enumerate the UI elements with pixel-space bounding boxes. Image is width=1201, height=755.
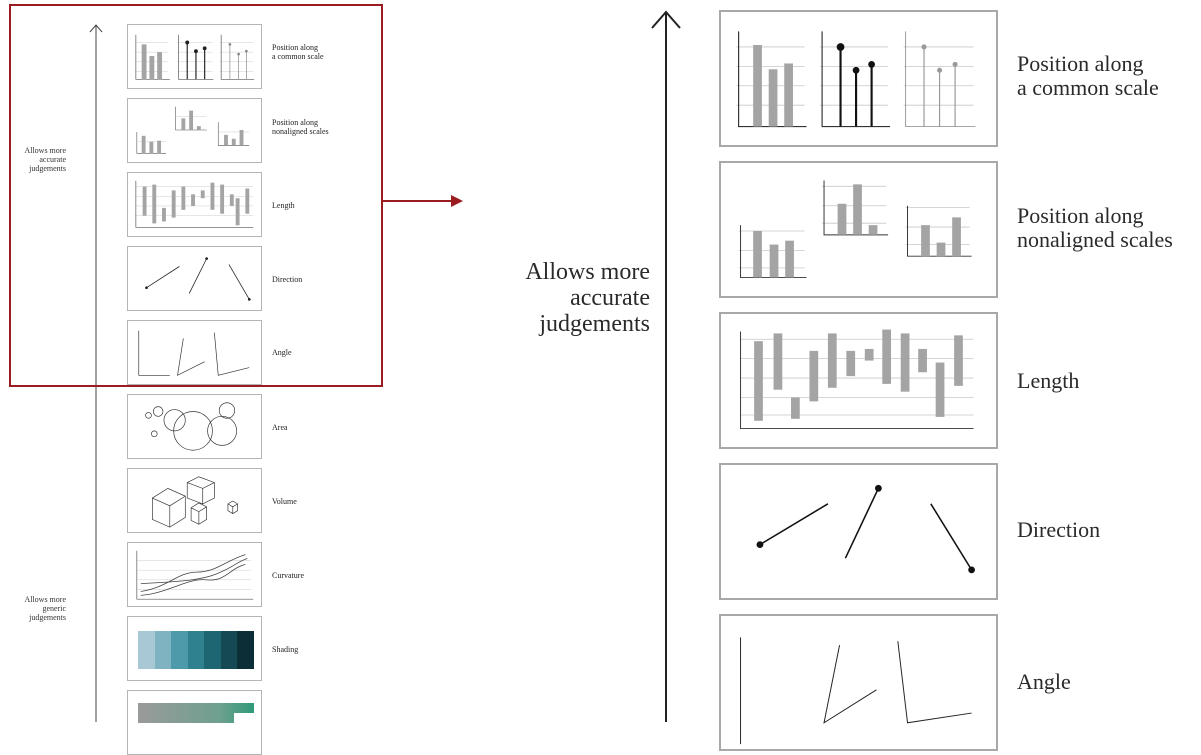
angle-icon: [740, 637, 972, 745]
length-icon: [740, 329, 974, 430]
area-icon: [145, 402, 238, 451]
overview-label-shading: Shading: [272, 645, 299, 654]
angle-icon: [138, 330, 250, 376]
saturation-icon: [138, 703, 254, 723]
overview-card-position-nonaligned: [127, 98, 262, 163]
overview-card-angle: [127, 320, 262, 385]
detail-card-position-nonaligned: [719, 161, 998, 298]
overview-card-direction: [127, 246, 262, 311]
position-nonaligned-scales-icon: [738, 180, 972, 279]
detail-card-angle: [719, 614, 998, 751]
position-common-scale-icon: [134, 34, 255, 80]
direction-icon: [756, 484, 975, 574]
length-icon: [134, 180, 254, 228]
detail-label-length: Length: [1017, 368, 1080, 393]
direction-icon: [145, 257, 251, 301]
detail-label-position-common: Position along a common scale: [1017, 51, 1159, 100]
position-nonaligned-scales-icon: [136, 106, 250, 154]
overview-accurate-label: Allows more accurate judgements: [24, 146, 66, 173]
overview-card-shading: [127, 616, 262, 681]
overview-card-curvature: [127, 542, 262, 607]
overview-card-saturation: [127, 690, 262, 755]
overview-label-area: Area: [272, 423, 288, 432]
overview-label-curvature: Curvature: [272, 571, 304, 580]
overview-label-position-nonaligned: Position along nonaligned scales: [272, 118, 329, 136]
overview-card-length: [127, 172, 262, 237]
detail-accurate-label: Allows more accurate judgements: [525, 259, 650, 337]
overview-label-angle: Angle: [272, 348, 292, 357]
overview-label-position-common: Position along a common scale: [272, 43, 324, 61]
overview-axis-arrow: [89, 24, 103, 722]
overview-generic-label: Allows more generic judgements: [24, 595, 66, 622]
overview-label-volume: Volume: [272, 497, 297, 506]
overview-label-length: Length: [272, 201, 295, 210]
detail-label-direction: Direction: [1017, 517, 1101, 542]
detail-card-direction: [719, 463, 998, 600]
shading-icon: [138, 631, 255, 669]
highlight-box: [9, 4, 383, 387]
detail-label-angle: Angle: [1017, 669, 1071, 694]
zoom-arrow: [381, 195, 463, 207]
overview-card-volume: [127, 468, 262, 533]
detail-card-position-common: [719, 10, 998, 147]
volume-icon: [151, 476, 238, 528]
overview-label-direction: Direction: [272, 275, 303, 284]
position-common-scale-icon: [736, 31, 976, 128]
detail-label-position-nonaligned: Position along nonaligned scales: [1017, 203, 1173, 252]
detail-axis-arrow: [651, 10, 681, 722]
curvature-icon: [136, 550, 254, 600]
overview-card-area: [127, 394, 262, 459]
overview-card-position-common: [127, 24, 262, 89]
detail-card-length: [719, 312, 998, 449]
